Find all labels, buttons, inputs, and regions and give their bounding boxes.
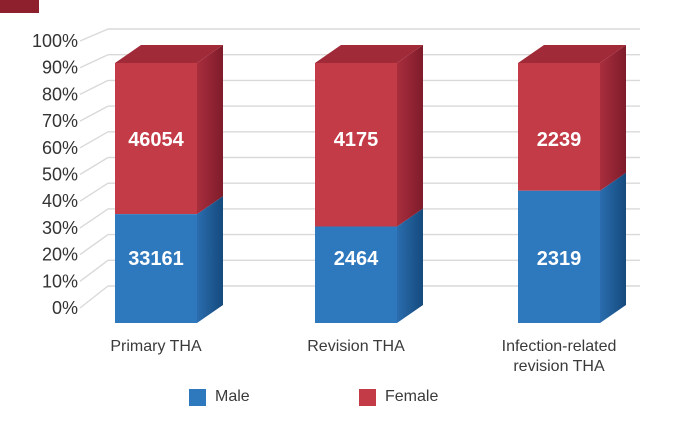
bar-front-female-revision-tha <box>315 63 397 227</box>
gridline-tick-connector <box>79 156 109 176</box>
category-label-primary-tha: Primary THA <box>110 338 202 355</box>
gridline-tick-connector <box>79 182 109 202</box>
gridline-tick-connector <box>79 259 109 282</box>
value-label-male-revision-tha: 2464 <box>334 248 379 270</box>
y-axis-tick-label: 100% <box>32 31 78 51</box>
corner-red-mark <box>0 0 39 13</box>
gridline-tick-connector <box>79 131 109 149</box>
legend-item-female: Female <box>359 388 438 406</box>
gridline-tick-connector <box>79 208 109 229</box>
y-axis-tick-label: 0% <box>52 298 78 318</box>
bar-side-male-revision-tha <box>397 208 423 323</box>
bar-front-male-infection-related-revision-tha <box>518 190 600 323</box>
legend-label-female: Female <box>385 388 439 405</box>
y-axis-tick-label: 80% <box>42 84 78 104</box>
bar-front-female-infection-related-revision-tha <box>518 63 600 191</box>
y-axis-tick-label: 30% <box>42 218 78 238</box>
category-label-infection-related-revision-tha: Infection-related revision THA <box>501 338 617 375</box>
y-axis-tick-label: 10% <box>42 271 78 291</box>
y-axis-tick-label: 40% <box>42 191 78 211</box>
bar-side-female-infection-related-revision-tha <box>600 45 626 191</box>
y-axis-tick-label: 20% <box>42 245 78 265</box>
category-label-revision-tha: Revision THA <box>307 338 405 355</box>
gridline-tick-connector <box>79 285 109 309</box>
value-label-female-primary-tha: 46054 <box>128 129 184 151</box>
bars-layer: 46054 33161 4175 2464 2239 2319 <box>115 45 626 323</box>
gridline-tick-connector <box>79 105 109 122</box>
bar-side-male-primary-tha <box>197 196 223 323</box>
gridline-tick-connector <box>79 234 109 256</box>
bar-top-female-revision-tha <box>315 45 423 63</box>
y-axis-tick-label: 70% <box>42 111 78 131</box>
y-axis-tick-label: 90% <box>42 58 78 78</box>
y-axis-tick-label: 60% <box>42 138 78 158</box>
legend-item-male: Male <box>189 388 250 406</box>
y-axis: 100% 90% 80% 70% 60% 50% 40% 30% 20% 10% 0% <box>32 31 78 318</box>
legend-label-male: Male <box>215 388 250 405</box>
gridline-tick-connector <box>79 54 109 69</box>
value-label-female-revision-tha: 4175 <box>334 129 379 151</box>
bar-side-female-primary-tha <box>197 45 223 215</box>
gridline-tick-connector <box>79 79 109 96</box>
bar-front-female-primary-tha <box>115 63 197 215</box>
bar-top-female-primary-tha <box>115 45 223 63</box>
bar-top-female-infection-related-revision-tha <box>518 45 626 63</box>
value-label-male-primary-tha: 33161 <box>128 248 184 270</box>
bar-front-male-revision-tha <box>315 226 397 323</box>
bar-side-female-revision-tha <box>397 45 423 227</box>
legend-swatch-female-icon <box>359 388 376 406</box>
bar-side-male-infection-related-revision-tha <box>600 172 626 323</box>
value-label-female-infection-related-revision-tha: 2239 <box>537 129 582 151</box>
gridline-tick-connector <box>79 28 109 42</box>
y-axis-tick-label: 50% <box>42 165 78 185</box>
bar-front-male-primary-tha <box>115 214 197 323</box>
legend-swatch-male-icon <box>189 388 206 406</box>
value-label-male-infection-related-revision-tha: 2319 <box>537 248 582 270</box>
